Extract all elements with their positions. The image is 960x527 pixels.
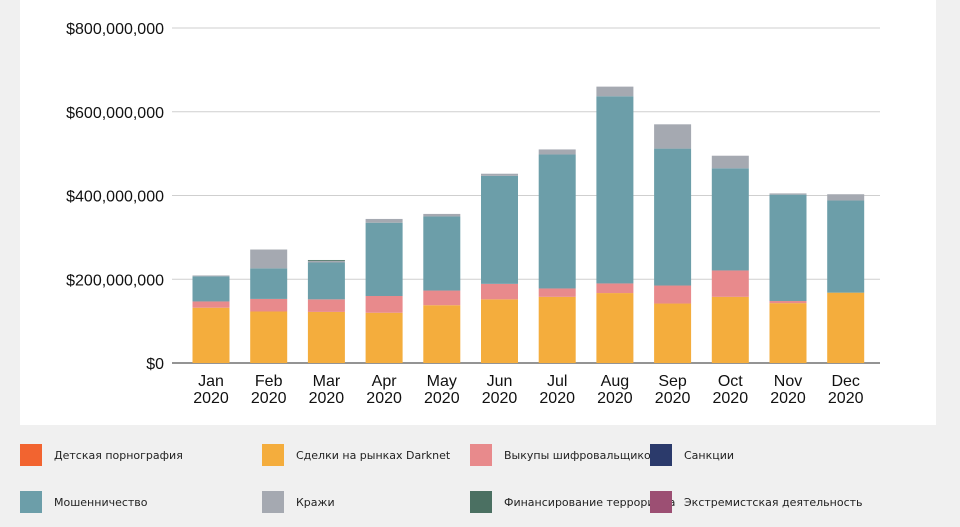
legend-swatch <box>470 491 492 513</box>
x-tick-label: Sep 2020 <box>655 373 691 407</box>
bar-segment <box>307 262 345 300</box>
legend-swatch <box>262 444 284 466</box>
bar-segment <box>711 270 749 297</box>
legend-swatch <box>262 491 284 513</box>
bar-segment <box>596 96 634 284</box>
bar-segment <box>307 260 345 263</box>
x-tick-label: Feb 2020 <box>251 373 287 407</box>
legend-item: Экстремистская деятельность <box>650 491 863 513</box>
x-tick-label: Dec 2020 <box>828 373 864 407</box>
bar-segment <box>596 86 634 97</box>
bar-segment <box>481 283 518 300</box>
bar-segment <box>827 200 865 293</box>
bar-segment <box>481 299 518 363</box>
bar-segment <box>711 155 749 169</box>
y-tick-label: $800,000,000 <box>66 21 164 38</box>
bar-segment <box>769 301 807 304</box>
x-axis-ticks: Jan 2020 Feb 2020 Mar 2020 Apr 2020 May 2020 Jun 20… <box>193 373 863 407</box>
legend-swatch <box>650 491 672 513</box>
stacked-bar-chart: $0 $200,000,000 $400,000,000 $600,000,000 $8… <box>66 21 880 407</box>
bar-segment <box>307 299 345 312</box>
bar-segment <box>654 148 692 286</box>
bar-segment <box>538 154 576 289</box>
legend-item: Выкупы шифровальщиков <box>470 444 657 466</box>
legend-label: Мошенничество <box>54 495 148 509</box>
legend-label: Санкции <box>684 448 735 462</box>
legend-item: Сделки на рынках Darknet <box>262 444 450 466</box>
legend-label: Сделки на рынках Darknet <box>296 448 451 462</box>
bar-segment <box>596 283 634 294</box>
bar-segment <box>423 213 461 217</box>
x-tick-label: Nov 2020 <box>770 373 806 407</box>
y-tick-label: $600,000,000 <box>66 105 164 122</box>
bar-segment <box>365 312 403 363</box>
bar-segment <box>192 307 230 363</box>
x-tick-label: Jun 2020 <box>482 373 518 407</box>
x-tick-label: May 2020 <box>424 373 460 407</box>
bar-segment <box>654 303 692 363</box>
bars <box>192 86 865 363</box>
chart-panel: $0 $200,000,000 $400,000,000 $600,000,000 $8… <box>20 0 936 425</box>
legend-label: Кражи <box>296 495 335 509</box>
bar-segment <box>481 175 518 284</box>
legend-item: Санкции <box>650 444 734 466</box>
legend-label: Экстремистская деятельность <box>684 495 863 509</box>
legend-label: Финансирование терроризма <box>504 495 676 509</box>
legend-item: Финансирование терроризма <box>470 491 675 513</box>
bar-segment <box>769 194 807 302</box>
x-tick-label: Mar 2020 <box>309 373 345 407</box>
bar-segment <box>654 285 692 304</box>
bar-segment <box>365 296 403 313</box>
bar-segment <box>307 311 345 363</box>
bar-segment <box>307 259 345 261</box>
bar-segment <box>596 293 634 363</box>
legend-item: Мошенничество <box>20 491 148 513</box>
bar-segment <box>192 276 230 302</box>
legend-swatch <box>20 444 42 466</box>
x-tick-label: Apr 2020 <box>366 373 402 407</box>
bar-segment <box>192 301 230 308</box>
y-tick-label: $0 <box>146 356 164 373</box>
bar-segment <box>711 168 749 271</box>
x-tick-label: Jul 2020 <box>539 373 575 407</box>
x-tick-label: Aug 2020 <box>597 373 633 407</box>
bar-segment <box>481 173 518 176</box>
bar-segment <box>769 193 807 195</box>
bar-segment <box>538 296 576 363</box>
bar-segment <box>250 311 288 363</box>
bar-segment <box>250 249 288 269</box>
bar-segment <box>365 218 403 223</box>
bar-segment <box>423 305 461 363</box>
y-tick-label: $200,000,000 <box>66 272 164 289</box>
bar-segment <box>827 194 865 201</box>
x-tick-label: Oct 2020 <box>713 373 749 407</box>
legend-swatch <box>470 444 492 466</box>
bar-segment <box>711 296 749 363</box>
legend-swatch <box>650 444 672 466</box>
legend-item: Кражи <box>262 491 335 513</box>
legend-item: Детская порнография <box>20 444 183 466</box>
bar-segment <box>192 275 230 277</box>
bar-segment <box>654 124 692 149</box>
bar-segment <box>250 298 288 312</box>
bar-segment <box>538 149 576 155</box>
legend-swatch <box>20 491 42 513</box>
bar-segment <box>365 222 403 296</box>
x-tick-label: Jan 2020 <box>193 373 229 407</box>
y-axis-ticks: $0 $200,000,000 $400,000,000 $600,000,000 $8… <box>66 21 164 373</box>
bar-segment <box>423 216 461 291</box>
bar-segment <box>423 290 461 306</box>
bar-segment <box>769 303 807 363</box>
bar-segment <box>827 292 865 363</box>
legend-label: Выкупы шифровальщиков <box>504 448 658 462</box>
gridlines <box>172 27 880 364</box>
y-tick-label: $400,000,000 <box>66 189 164 206</box>
bar-segment <box>538 288 576 297</box>
legend-label: Детская порнография <box>54 448 183 462</box>
bar-segment <box>250 268 288 299</box>
